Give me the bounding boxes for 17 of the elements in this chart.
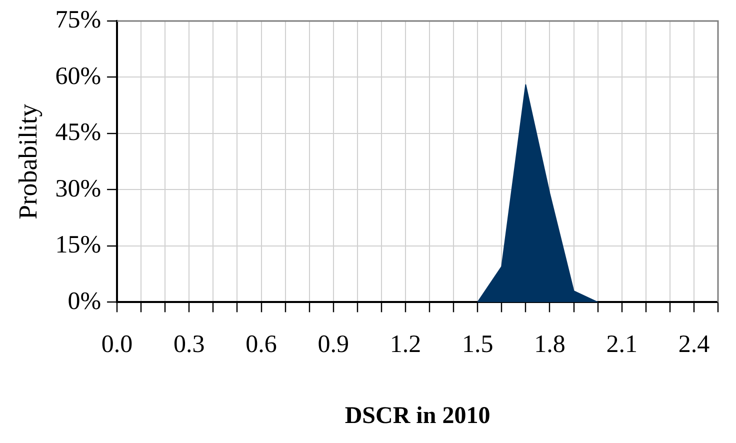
x-tick-label: 2.4	[678, 330, 710, 358]
y-tick-label: 75%	[55, 6, 102, 34]
x-tick-label: 0.0	[101, 330, 133, 358]
x-tick-label: 1.5	[462, 330, 494, 358]
y-tick-label: 0%	[68, 288, 102, 315]
y-axis-title: Probability	[13, 104, 42, 220]
y-tick-label: 30%	[55, 175, 102, 202]
x-axis-title: DSCR in 2010	[344, 402, 490, 429]
x-tick-label: 0.6	[246, 330, 277, 358]
x-tick-label: 0.3	[174, 330, 205, 358]
x-tick-label: 0.9	[318, 330, 349, 358]
y-tick-label: 15%	[55, 232, 102, 259]
x-tick-label: 1.8	[534, 330, 566, 358]
x-tick-label: 2.1	[606, 330, 638, 358]
x-tick-label: 1.2	[390, 330, 422, 358]
y-tick-label: 60%	[55, 62, 102, 90]
y-tick-label: 45%	[55, 119, 102, 146]
